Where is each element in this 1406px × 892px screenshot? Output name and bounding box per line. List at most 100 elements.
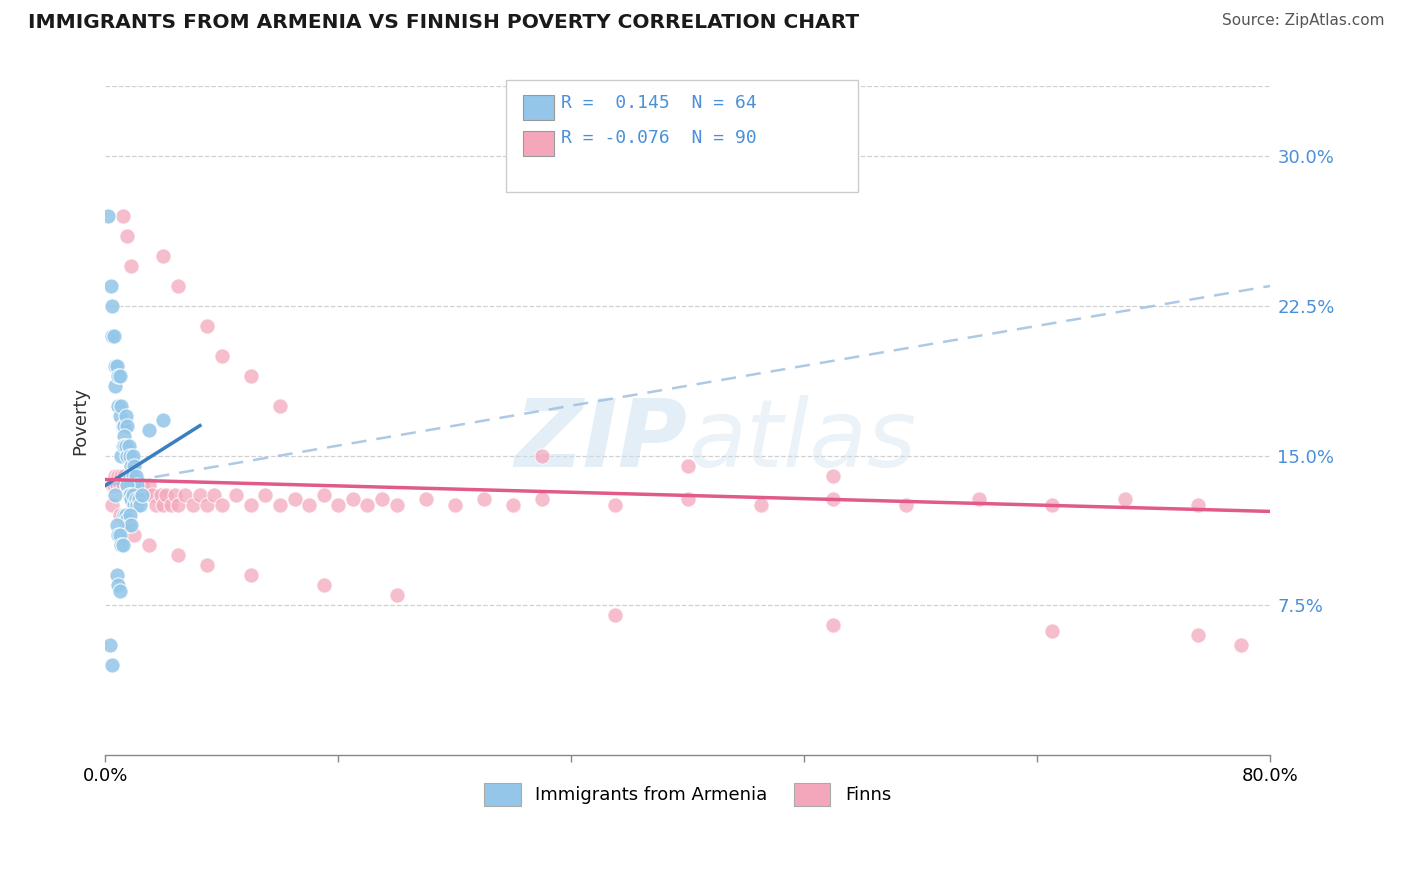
Point — [117, 439, 139, 453]
Point — [108, 528, 131, 542]
Point — [134, 488, 156, 502]
Point — [125, 492, 148, 507]
Point — [124, 458, 146, 473]
Point — [103, 328, 125, 343]
Point — [114, 439, 136, 453]
Point — [152, 249, 174, 263]
Point — [443, 499, 465, 513]
Point — [120, 468, 142, 483]
Point — [155, 488, 177, 502]
Point — [141, 488, 163, 502]
Point — [101, 478, 124, 492]
Point — [239, 368, 262, 383]
Point — [823, 618, 845, 632]
Point — [104, 378, 127, 392]
Point — [111, 538, 134, 552]
Point — [115, 229, 138, 244]
Text: ZIP: ZIP — [515, 394, 688, 487]
Point — [120, 478, 142, 492]
Point — [107, 368, 129, 383]
Point — [101, 299, 124, 313]
Point — [124, 488, 146, 502]
Point — [111, 439, 134, 453]
Point — [120, 492, 142, 507]
Point — [124, 528, 146, 542]
Point — [152, 412, 174, 426]
Point — [1187, 499, 1209, 513]
Point — [138, 423, 160, 437]
Point — [115, 478, 138, 492]
Point — [195, 558, 218, 573]
Point — [108, 478, 131, 492]
Point — [129, 499, 152, 513]
Point — [472, 492, 495, 507]
Point — [118, 508, 141, 523]
Point — [188, 488, 211, 502]
Point — [122, 488, 145, 502]
Text: Source: ZipAtlas.com: Source: ZipAtlas.com — [1222, 13, 1385, 29]
Point — [104, 359, 127, 373]
Point — [127, 499, 149, 513]
Point — [284, 492, 307, 507]
Point — [138, 538, 160, 552]
Point — [117, 468, 139, 483]
Point — [125, 468, 148, 483]
Point — [115, 478, 138, 492]
Point — [105, 478, 128, 492]
Point — [195, 318, 218, 333]
Point — [371, 492, 394, 507]
Point — [112, 439, 135, 453]
Point — [114, 409, 136, 423]
Point — [97, 209, 120, 223]
Point — [101, 499, 124, 513]
Point — [174, 488, 197, 502]
Point — [127, 478, 149, 492]
Point — [1114, 492, 1136, 507]
Point — [145, 499, 167, 513]
Point — [112, 468, 135, 483]
Point — [108, 584, 131, 599]
Text: atlas: atlas — [688, 395, 917, 486]
Point — [108, 409, 131, 423]
Point — [112, 428, 135, 442]
Point — [138, 478, 160, 492]
Point — [120, 458, 142, 473]
Point — [104, 488, 127, 502]
Point — [676, 458, 699, 473]
Point — [118, 468, 141, 483]
Point — [111, 418, 134, 433]
Point — [1040, 499, 1063, 513]
Point — [211, 499, 233, 513]
Point — [269, 499, 291, 513]
Point — [115, 449, 138, 463]
Point — [342, 492, 364, 507]
Point — [1230, 638, 1253, 652]
Point — [100, 279, 122, 293]
Point — [298, 499, 321, 513]
Point — [112, 418, 135, 433]
Point — [115, 512, 138, 526]
Point — [120, 518, 142, 533]
Point — [149, 488, 172, 502]
Point — [239, 499, 262, 513]
Point — [239, 568, 262, 582]
Point — [117, 488, 139, 502]
Point — [676, 492, 699, 507]
Point — [269, 399, 291, 413]
Point — [167, 499, 190, 513]
Point — [211, 349, 233, 363]
Point — [108, 508, 131, 523]
Point — [107, 578, 129, 592]
Point — [117, 518, 139, 533]
Point — [110, 538, 132, 552]
Point — [167, 549, 190, 563]
Point — [115, 418, 138, 433]
Point — [117, 468, 139, 483]
Point — [110, 468, 132, 483]
Point — [385, 499, 408, 513]
Point — [120, 259, 142, 273]
Point — [531, 449, 554, 463]
Point — [415, 492, 437, 507]
Point — [823, 468, 845, 483]
Point — [111, 478, 134, 492]
